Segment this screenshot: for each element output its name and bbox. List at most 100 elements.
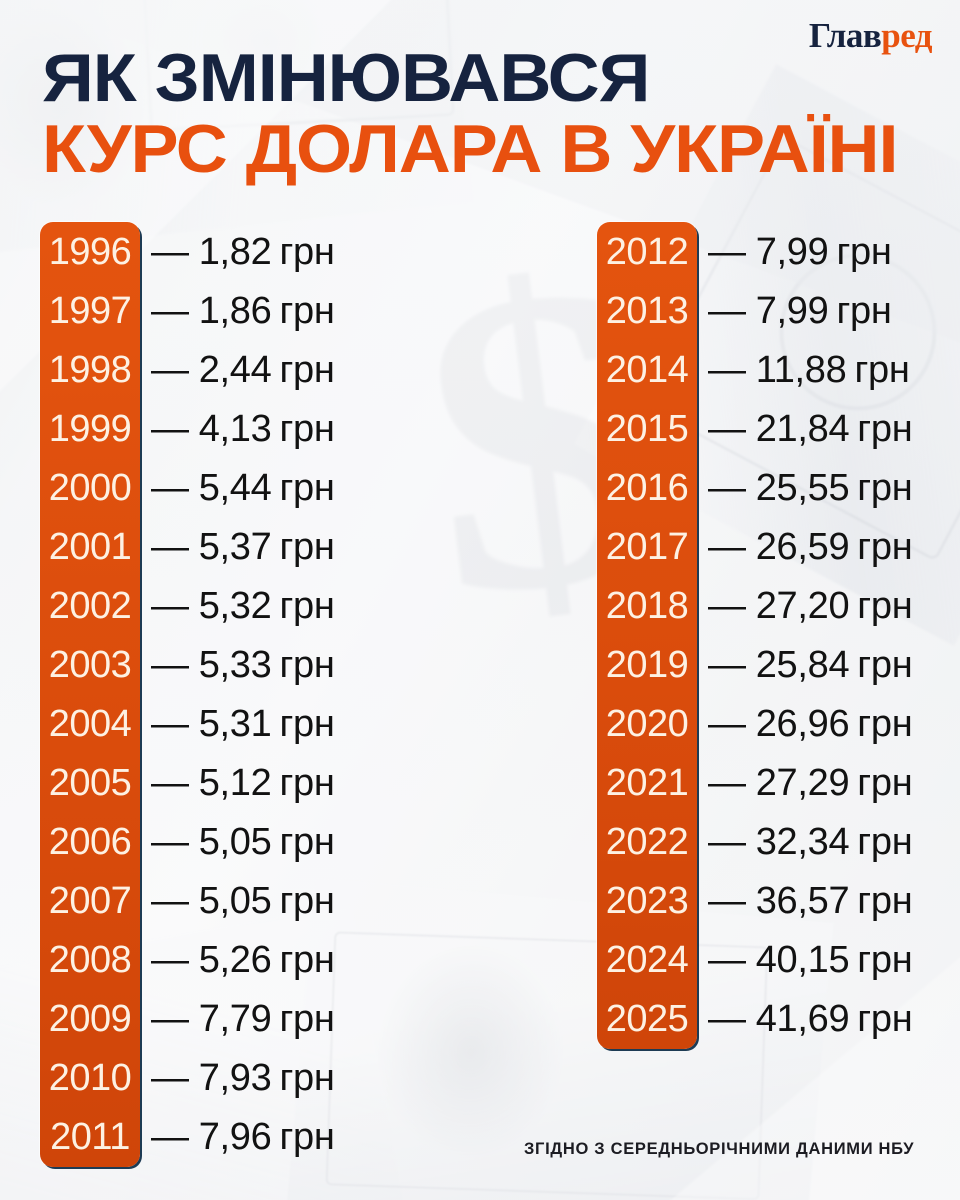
rate-value: —5,12 грн <box>151 764 335 802</box>
table-row: 1999 —4,13 грн <box>40 399 335 458</box>
table-row: 2010 —7,93 грн <box>40 1048 335 1107</box>
currency-unit: грн <box>857 407 913 450</box>
rate-value: —40,15 грн <box>708 938 913 981</box>
year-label: 2019 <box>605 643 689 686</box>
rate-number: 21,84 <box>755 407 850 450</box>
rate-number: 32,34 <box>755 820 850 863</box>
em-dash-separator: — <box>151 466 189 509</box>
year-label: 2011 <box>50 1115 130 1158</box>
em-dash-separator: — <box>151 938 189 981</box>
rate-value: —5,37 грн <box>151 528 335 566</box>
em-dash-separator: — <box>708 702 746 745</box>
rate-number: 7,93 <box>198 1056 272 1099</box>
currency-unit: грн <box>857 584 913 627</box>
rate-value: —26,59 грн <box>708 525 913 568</box>
rate-value: —2,44 грн <box>151 351 335 389</box>
rate-value: —5,31 грн <box>151 705 335 743</box>
currency-unit: грн <box>857 466 913 509</box>
headline-line-1: ЯК ЗМІНЮВАВСЯ <box>42 40 650 116</box>
headline-line-2: КУРС ДОЛАРА В УКРАЇНІ <box>42 111 899 188</box>
em-dash-separator: — <box>708 643 746 686</box>
table-row: 2013 —7,99 грн <box>597 281 912 340</box>
rate-value: —5,05 грн <box>151 882 335 920</box>
year-label: 2014 <box>605 348 689 391</box>
year-label: 2005 <box>48 761 132 804</box>
currency-unit: грн <box>279 879 335 922</box>
em-dash-separator: — <box>151 820 189 863</box>
table-row: 2006 —5,05 грн <box>40 812 335 871</box>
currency-unit: грн <box>857 525 913 568</box>
year-label: 2004 <box>48 702 132 745</box>
em-dash-separator: — <box>151 761 189 804</box>
rate-number: 36,57 <box>755 879 850 922</box>
currency-unit: грн <box>279 761 335 804</box>
em-dash-separator: — <box>151 584 189 627</box>
data-column-right: 2012—7,99 грн 2013—7,99 грн 2014—11,88 грн 201… <box>597 222 913 1049</box>
currency-unit: грн <box>854 348 910 391</box>
year-label: 2018 <box>605 584 689 627</box>
currency-unit: грн <box>279 230 335 273</box>
table-row: 2022 —32,34 грн <box>597 812 913 871</box>
em-dash-separator: — <box>708 348 746 391</box>
em-dash-separator: — <box>151 997 189 1040</box>
currency-unit: грн <box>279 997 335 1040</box>
rate-number: 26,96 <box>755 702 850 745</box>
rate-value: —5,32 грн <box>151 587 335 625</box>
rate-value: —1,82 грн <box>151 233 335 271</box>
year-label: 2003 <box>48 643 132 686</box>
em-dash-separator: — <box>151 1056 189 1099</box>
em-dash-separator: — <box>708 761 746 804</box>
rate-value: —4,13 грн <box>151 410 335 448</box>
rate-number: 7,79 <box>198 997 272 1040</box>
rate-number: 5,37 <box>198 525 272 568</box>
em-dash-separator: — <box>151 1115 189 1158</box>
table-row: 1996 —1,82 грн <box>40 222 335 281</box>
rate-value: —7,99 грн <box>708 292 892 330</box>
rate-value: —5,05 грн <box>151 823 335 861</box>
rate-number: 5,31 <box>198 702 272 745</box>
table-row: 2015 —21,84 грн <box>597 399 913 458</box>
table-row: 2012 —7,99 грн <box>597 222 912 281</box>
currency-unit: грн <box>279 407 335 450</box>
currency-unit: грн <box>279 643 335 686</box>
currency-unit: грн <box>279 820 335 863</box>
year-label: 2024 <box>605 938 689 981</box>
rate-value: —1,86 грн <box>151 292 335 330</box>
table-row: 2008 —5,26 грн <box>40 930 335 989</box>
rate-number: 4,13 <box>198 407 272 450</box>
rate-number: 25,55 <box>755 466 850 509</box>
rate-number: 2,44 <box>198 348 272 391</box>
rate-number: 7,99 <box>755 289 829 332</box>
year-label: 2010 <box>48 1056 132 1099</box>
table-row: 2024 —40,15 грн <box>597 930 913 989</box>
rate-value: —5,26 грн <box>151 941 335 979</box>
rate-number: 5,33 <box>198 643 272 686</box>
rate-value: —5,33 грн <box>151 646 335 684</box>
table-row: 2018 —27,20 грн <box>597 576 913 635</box>
em-dash-separator: — <box>151 348 189 391</box>
year-label: 2002 <box>48 584 132 627</box>
rate-number: 1,82 <box>198 230 272 273</box>
currency-unit: грн <box>857 997 913 1040</box>
rate-value: —5,44 грн <box>151 469 335 507</box>
rate-number: 40,15 <box>755 938 850 981</box>
em-dash-separator: — <box>708 879 746 922</box>
em-dash-separator: — <box>151 643 189 686</box>
table-row: 2025 —41,69 грн <box>597 989 913 1048</box>
rate-number: 27,29 <box>755 761 850 804</box>
year-label: 1998 <box>48 348 132 391</box>
currency-unit: грн <box>857 820 913 863</box>
rate-number: 11,88 <box>755 348 847 391</box>
rate-value: —7,96 грн <box>151 1118 335 1156</box>
rate-value: —25,84 грн <box>708 643 913 686</box>
em-dash-separator: — <box>708 230 746 273</box>
table-row: 2020 —26,96 грн <box>597 694 913 753</box>
table-row: 2000 —5,44 грн <box>40 458 335 517</box>
rate-number: 5,12 <box>198 761 272 804</box>
em-dash-separator: — <box>708 997 746 1040</box>
currency-unit: грн <box>857 938 913 981</box>
currency-unit: грн <box>857 879 913 922</box>
table-row: 2009 —7,79 грн <box>40 989 335 1048</box>
em-dash-separator: — <box>151 702 189 745</box>
